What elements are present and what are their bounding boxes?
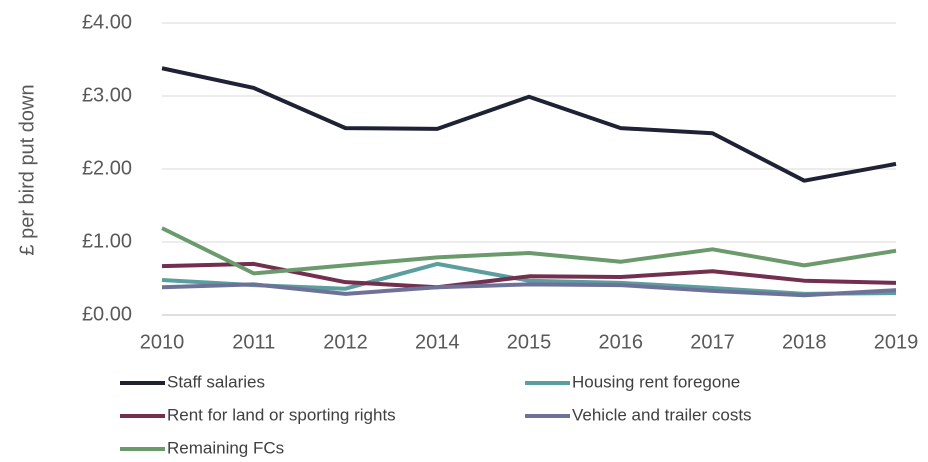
legend-label: Vehicle and trailer costs [572,405,752,424]
y-tick-label: £3.00 [82,84,132,106]
legend-label: Staff salaries [167,372,265,391]
x-tick-label: 2018 [782,331,827,353]
x-tick-label: 2019 [874,331,919,353]
y-tick-label: £0.00 [82,303,132,325]
series-line [161,226,897,276]
legend-label: Housing rent foregone [572,372,740,391]
x-tick-label: 2015 [507,331,552,353]
y-tick-label: £2.00 [82,157,132,179]
legend-label: Remaining FCs [167,438,284,457]
y-tick-label: £1.00 [82,230,132,252]
x-tick-label: 2012 [323,331,368,353]
y-axis-label: £ per bird put down [16,84,38,255]
series-line [161,282,897,298]
x-tick-label: 2010 [140,331,185,353]
y-tick-label: £4.00 [82,11,132,33]
series-line [161,66,897,183]
x-tick-label: 2017 [690,331,735,353]
legend-label: Rent for land or sporting rights [167,405,396,424]
x-tick-label: 2016 [599,331,644,353]
x-tick-label: 2011 [232,331,275,353]
x-tick-label: 2014 [415,331,460,353]
